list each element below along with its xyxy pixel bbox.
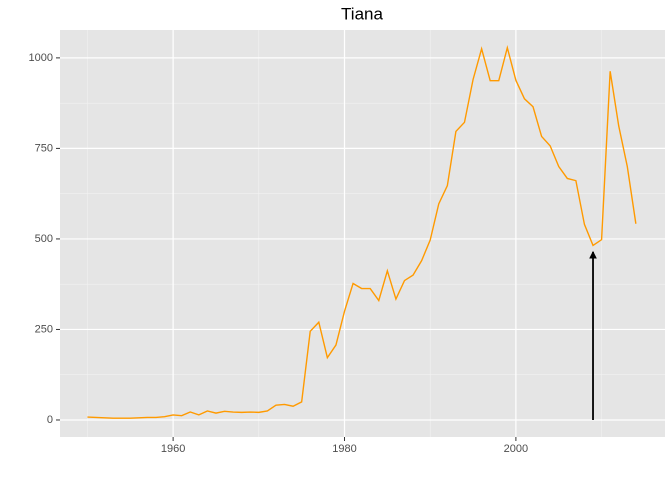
chart-title: Tiana <box>341 4 383 23</box>
arrow-head <box>589 250 597 259</box>
y-tick-label: 0 <box>47 414 53 426</box>
x-tick-label: 1960 <box>161 443 185 455</box>
x-tick-label: 2000 <box>504 443 528 455</box>
y-tick-label: 500 <box>35 233 53 245</box>
x-tick-label: 1980 <box>332 443 356 455</box>
y-tick-label: 250 <box>35 323 53 335</box>
panel <box>60 30 665 437</box>
line <box>87 44 637 419</box>
y-tick-label: 750 <box>35 142 53 154</box>
y-tick-label: 1000 <box>29 52 53 64</box>
